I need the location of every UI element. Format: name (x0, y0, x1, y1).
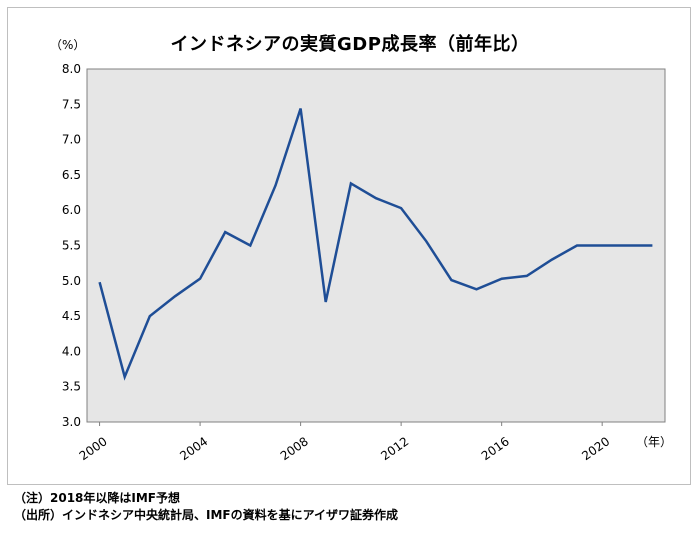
series-group (98, 108, 653, 381)
x-tick-label: 2004 (177, 434, 210, 463)
y-tick-label: 7.5 (62, 97, 81, 111)
y-tick-label: 3.5 (62, 380, 81, 394)
y-axis-ticks: 3.0 3.5 4.0 4.5 5.0 5.5 6.0 6.5 7.0 7.5 8.0 (62, 62, 81, 429)
y-tick-label: 7.0 (62, 133, 81, 147)
x-axis-ticks: 2000 2004 2008 2012 2016 2020 (77, 422, 612, 463)
y-tick-label: 5.0 (62, 274, 81, 288)
x-tick-label: 2020 (579, 434, 612, 463)
y-tick-label: 6.5 (62, 168, 81, 182)
y-axis-unit-label: （%） (50, 38, 86, 52)
gdp-growth-line (98, 108, 653, 381)
y-tick-label: 8.0 (62, 62, 81, 76)
chart-title: インドネシアの実質GDP成長率（前年比） (170, 34, 530, 55)
footnotes: （注）2018年以降はIMF予想 （出所）インドネシア中央統計局、IMFの資料を… (14, 490, 398, 524)
x-tick-label: 2016 (479, 434, 512, 463)
note-forecast: （注）2018年以降はIMF予想 (14, 491, 181, 505)
x-tick-label: 2008 (278, 434, 311, 463)
y-tick-label: 4.5 (62, 309, 81, 323)
plot-area (86, 68, 666, 423)
x-axis-unit-label: （年） (636, 435, 673, 449)
y-tick-label: 3.0 (62, 415, 81, 429)
y-tick-label: 6.0 (62, 203, 81, 217)
x-tick-label: 2000 (77, 434, 110, 463)
y-tick-label: 5.5 (62, 239, 81, 253)
x-tick-label: 2012 (378, 434, 411, 463)
y-tick-label: 4.0 (62, 344, 81, 358)
note-source: （出所）インドネシア中央統計局、IMFの資料を基にアイザワ証券作成 (14, 508, 399, 522)
